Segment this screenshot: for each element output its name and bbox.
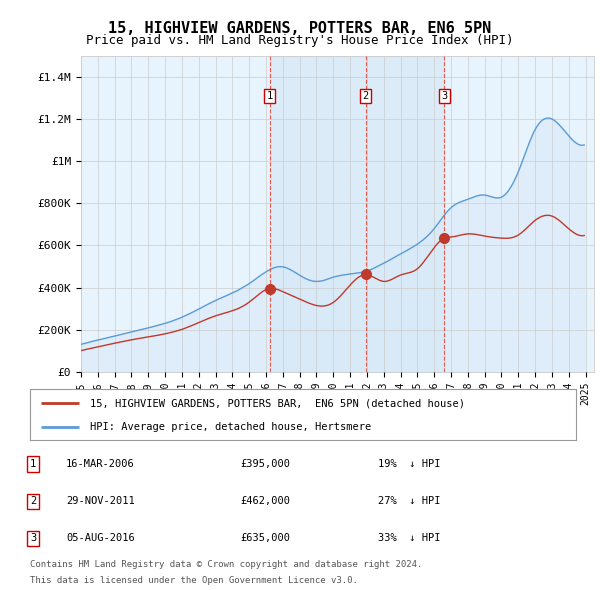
Text: Contains HM Land Registry data © Crown copyright and database right 2024.: Contains HM Land Registry data © Crown c… <box>30 560 422 569</box>
Text: 1: 1 <box>266 91 272 101</box>
Text: 3: 3 <box>30 533 36 543</box>
Text: 05-AUG-2016: 05-AUG-2016 <box>66 533 135 543</box>
Text: £395,000: £395,000 <box>240 459 290 469</box>
Text: 19%  ↓ HPI: 19% ↓ HPI <box>378 459 440 469</box>
Text: Price paid vs. HM Land Registry's House Price Index (HPI): Price paid vs. HM Land Registry's House … <box>86 34 514 47</box>
Text: £462,000: £462,000 <box>240 496 290 506</box>
Text: 1: 1 <box>30 459 36 469</box>
Text: £635,000: £635,000 <box>240 533 290 543</box>
Text: 27%  ↓ HPI: 27% ↓ HPI <box>378 496 440 506</box>
Text: 15, HIGHVIEW GARDENS, POTTERS BAR,  EN6 5PN (detached house): 15, HIGHVIEW GARDENS, POTTERS BAR, EN6 5… <box>90 398 465 408</box>
Text: 15, HIGHVIEW GARDENS, POTTERS BAR, EN6 5PN: 15, HIGHVIEW GARDENS, POTTERS BAR, EN6 5… <box>109 21 491 35</box>
Text: HPI: Average price, detached house, Hertsmere: HPI: Average price, detached house, Hert… <box>90 422 371 432</box>
Text: 33%  ↓ HPI: 33% ↓ HPI <box>378 533 440 543</box>
Text: 3: 3 <box>441 91 448 101</box>
Text: 16-MAR-2006: 16-MAR-2006 <box>66 459 135 469</box>
Text: 2: 2 <box>30 496 36 506</box>
Text: 29-NOV-2011: 29-NOV-2011 <box>66 496 135 506</box>
Bar <box>269 56 445 372</box>
Text: 2: 2 <box>362 91 369 101</box>
Text: This data is licensed under the Open Government Licence v3.0.: This data is licensed under the Open Gov… <box>30 576 358 585</box>
